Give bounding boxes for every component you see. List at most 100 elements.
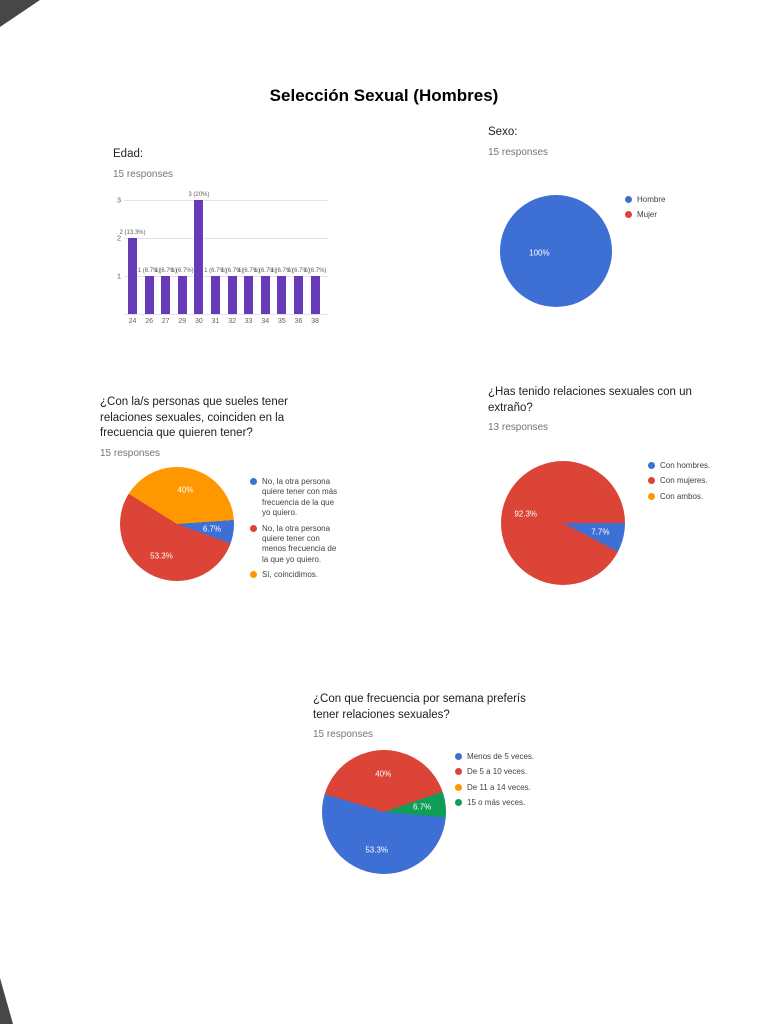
- pie-slice-label: 40%: [177, 485, 194, 495]
- chart-responses-count: 15 responses: [313, 729, 374, 741]
- legend-label: De 5 a 10 veces.: [467, 767, 528, 777]
- x-axis-label: 30: [194, 317, 203, 325]
- gridline: [124, 275, 328, 277]
- pie-slice-label: 6.7%: [202, 524, 222, 534]
- bar: [244, 275, 254, 314]
- legend-item: Hombre: [625, 195, 700, 205]
- bar: [294, 275, 303, 314]
- pie-chart-coinciden: 6.7% 53.3% 40%: [120, 467, 234, 581]
- bar-value-label: 1 (6.7%): [237, 267, 261, 274]
- legend-item: Mujer: [625, 210, 700, 220]
- chart-title: ¿Con que frecuencia por semana preferís …: [313, 693, 526, 721]
- x-axis-label: 33: [244, 317, 253, 325]
- x-axis-label: 38: [311, 317, 319, 325]
- x-axis-label: 24: [128, 317, 137, 325]
- y-axis-label: 2: [116, 233, 121, 243]
- chart-responses-count: 15 responses: [100, 447, 161, 459]
- legend-item: De 5 a 10 veces.: [455, 767, 550, 777]
- pie-slice-label: 40%: [375, 769, 392, 779]
- legend-label: 15 o más veces.: [467, 798, 526, 808]
- pie-slice-label: 92.3%: [514, 509, 538, 519]
- x-axis-label: 36: [294, 317, 303, 325]
- page-corner-top-left: [0, 0, 40, 27]
- bar: [144, 275, 154, 314]
- legend-dot: [648, 477, 655, 485]
- legend-label: Menos de 5 veces.: [467, 752, 535, 761]
- legend-label: Sí, coincidimos.: [262, 570, 319, 580]
- pie-slice-label: 7.7%: [591, 527, 610, 537]
- legend-dot: [455, 783, 462, 791]
- pie-slice-label: 6.7%: [413, 802, 432, 812]
- x-axis-label: 29: [178, 317, 187, 325]
- legend-item: Menos de 5 veces.: [455, 752, 550, 762]
- bar: [227, 275, 237, 314]
- legend-label: Mujer: [637, 210, 658, 220]
- legend-dot: [250, 478, 257, 485]
- legend-item: 15 o más veces.: [455, 798, 550, 808]
- legend-dot: [625, 211, 632, 219]
- pie-chart-sexo: 100%: [500, 195, 612, 307]
- bar-value-label: 1 (6.7%): [137, 267, 161, 274]
- legend-sexo: Hombre Mujer: [625, 195, 700, 226]
- bar: [161, 275, 171, 314]
- pie-chart-frecuencia: 53.3% 40% 6.7%: [322, 750, 446, 874]
- legend-dot: [455, 768, 462, 776]
- legend-label: De 11 a 14 veces.: [467, 782, 531, 792]
- chart-title: Edad:: [113, 148, 144, 160]
- gridline: [124, 199, 328, 201]
- chart-title: ¿Con la/s personas que sueles tener rela…: [100, 396, 288, 440]
- page-title: Selección Sexual (Hombres): [269, 86, 499, 105]
- gridline: [124, 313, 328, 315]
- legend-item: No, la otra persona quiere tener con más…: [250, 477, 338, 519]
- chart-title: ¿Has tenido relaciones sexuales con un e…: [488, 386, 692, 414]
- gridline: [124, 237, 328, 239]
- legend-dot: [455, 799, 462, 807]
- bar: [177, 275, 187, 314]
- legend-dot: [648, 462, 655, 469]
- legend-coinciden: No, la otra persona quiere tener con más…: [250, 477, 338, 586]
- bar-value-label: 3 (20%): [188, 191, 210, 198]
- bar-value-label: 1 (6.7%): [253, 267, 277, 274]
- legend-label: Hombre: [637, 195, 666, 204]
- bar-value-label: 1 (6.7%): [220, 267, 244, 274]
- bar: [260, 275, 270, 314]
- y-axis-label: 3: [116, 195, 121, 205]
- legend-item: Con mujeres.: [648, 476, 743, 486]
- bar-value-label: 1 (6.7%): [154, 267, 178, 274]
- bar-value-label: 1 (6.7%): [204, 267, 227, 274]
- bar: [310, 275, 320, 314]
- legend-dot: [648, 492, 655, 500]
- legend-label: Con mujeres.: [660, 476, 708, 486]
- legend-item: Con ambos.: [648, 492, 743, 502]
- pie-chart-extrano: 7.7% 92.3%: [501, 461, 625, 585]
- x-axis-label: 32: [228, 317, 236, 325]
- bar-value-label: 1 (6.7%): [170, 267, 194, 274]
- legend-label: Con ambos.: [660, 491, 704, 501]
- pie-slice-label: 53.3%: [365, 845, 389, 855]
- legend-dot: [250, 524, 257, 532]
- legend-dot: [250, 571, 257, 579]
- legend-frecuencia: Menos de 5 veces. De 5 a 10 veces. De 11 a…: [455, 752, 550, 814]
- x-axis-label: 26: [145, 317, 153, 325]
- legend-dot: [625, 196, 632, 203]
- chart-section-frecuencia: ¿Con que frecuencia por semana preferís …: [313, 692, 613, 912]
- y-axis-label: 1: [116, 271, 121, 281]
- bar-value-label: 2 (13.3%): [119, 229, 146, 236]
- legend-extrano: Con hombres. Con mujeres. Con ambos.: [648, 461, 743, 507]
- chart-title: Sexo:: [488, 126, 518, 138]
- bar-value-label: 1 (6.7%): [303, 267, 327, 274]
- chart-responses-count: 15 responses: [488, 146, 549, 158]
- chart-responses-count: 15 responses: [113, 168, 174, 180]
- bar: [277, 275, 287, 314]
- bar-value-label: 1 (6.7%): [270, 267, 294, 274]
- bar: [211, 275, 220, 314]
- bar-value-label: 1 (6.7%): [287, 267, 310, 274]
- x-axis-label: 31: [211, 317, 220, 325]
- chart-section-sexo: Sexo: 15 responses 100% Hombre Mujer: [488, 125, 738, 325]
- pie-slice-label: 100%: [529, 248, 550, 258]
- pie-slice-label: 53.3%: [150, 551, 173, 561]
- bar: [194, 199, 204, 314]
- bar-plot: 1 2 3 2 (13.3%) 24 1 (6.7%) 26 1 (6.7%) 27 1 (6.7…: [113, 190, 328, 342]
- legend-label: Con hombres.: [660, 461, 711, 470]
